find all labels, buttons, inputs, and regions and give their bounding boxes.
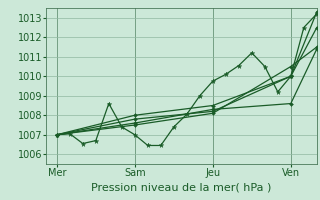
- X-axis label: Pression niveau de la mer( hPa ): Pression niveau de la mer( hPa ): [92, 182, 272, 192]
